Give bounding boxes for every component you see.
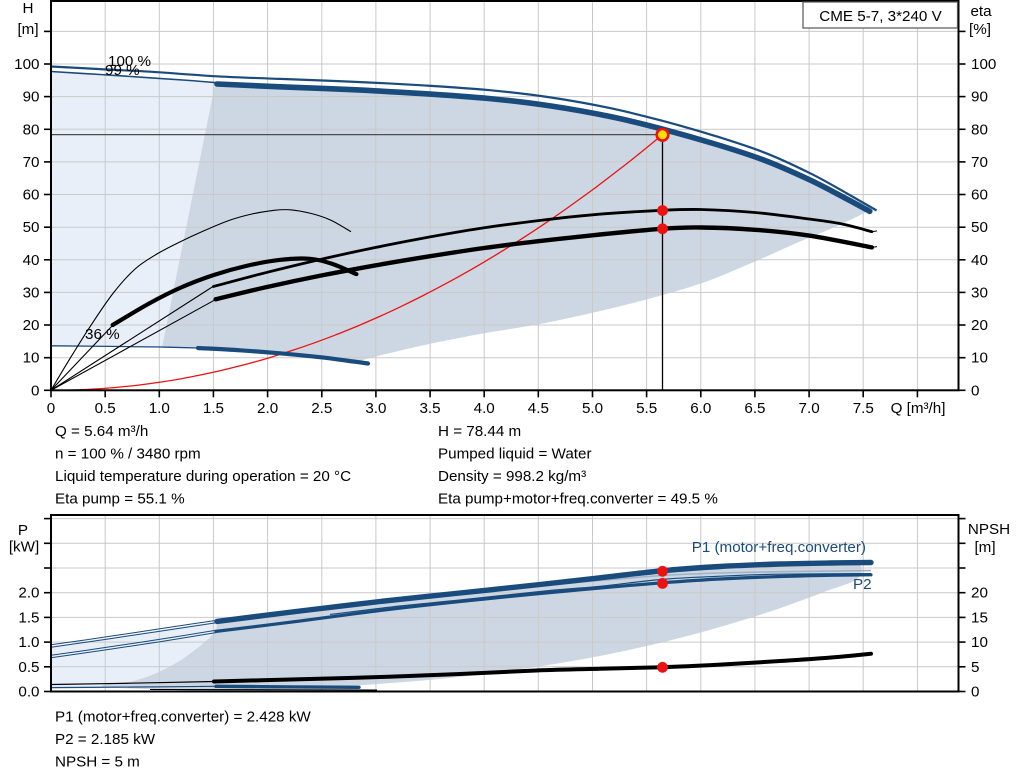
- svg-text:60: 60: [23, 187, 40, 204]
- svg-text:30: 30: [23, 284, 40, 301]
- svg-text:1.0: 1.0: [149, 400, 170, 417]
- svg-text:[m]: [m]: [17, 21, 38, 38]
- svg-text:4.5: 4.5: [528, 400, 549, 417]
- svg-text:100: 100: [14, 56, 39, 73]
- svg-text:eta: eta: [970, 3, 992, 20]
- svg-text:5: 5: [971, 659, 979, 676]
- svg-text:10: 10: [23, 350, 40, 367]
- svg-text:5.5: 5.5: [636, 400, 657, 417]
- svg-text:6.0: 6.0: [690, 400, 711, 417]
- svg-text:0.5: 0.5: [95, 400, 116, 417]
- svg-text:20: 20: [971, 317, 988, 334]
- svg-text:1.5: 1.5: [203, 400, 224, 417]
- svg-text:[kW]: [kW]: [9, 539, 39, 556]
- svg-text:H = 78.44 m: H = 78.44 m: [438, 423, 521, 440]
- svg-text:2.0: 2.0: [257, 400, 278, 417]
- svg-text:30: 30: [971, 284, 988, 301]
- svg-text:Pumped liquid = Water: Pumped liquid = Water: [438, 446, 592, 463]
- svg-text:P: P: [18, 522, 28, 539]
- svg-text:7.0: 7.0: [799, 400, 820, 417]
- svg-text:P2 = 2.185 kW: P2 = 2.185 kW: [55, 731, 156, 748]
- svg-text:10: 10: [971, 634, 988, 651]
- svg-text:10: 10: [971, 350, 988, 367]
- svg-text:70: 70: [23, 154, 40, 171]
- svg-text:NPSH: NPSH: [968, 521, 1010, 538]
- svg-text:1.5: 1.5: [18, 609, 39, 626]
- svg-text:0: 0: [971, 382, 979, 399]
- svg-text:100: 100: [971, 56, 996, 73]
- svg-text:2.5: 2.5: [311, 400, 332, 417]
- svg-text:CME 5-7, 3*240 V: CME 5-7, 3*240 V: [819, 8, 942, 25]
- svg-text:50: 50: [23, 219, 40, 236]
- svg-text:Q [m³/h]: Q [m³/h]: [891, 400, 946, 417]
- svg-text:2.0: 2.0: [18, 585, 39, 602]
- svg-text:0: 0: [47, 400, 55, 417]
- svg-text:5.0: 5.0: [582, 400, 603, 417]
- svg-text:80: 80: [23, 121, 40, 138]
- svg-text:Eta pump = 55.1 %: Eta pump = 55.1 %: [55, 491, 185, 508]
- svg-text:15: 15: [971, 609, 988, 626]
- svg-text:100 %: 100 %: [108, 53, 151, 70]
- svg-text:Eta pump+motor+freq.converter: Eta pump+motor+freq.converter = 49.5 %: [438, 491, 718, 508]
- svg-text:NPSH = 5 m: NPSH = 5 m: [55, 754, 140, 771]
- svg-text:Liquid temperature during oper: Liquid temperature during operation = 20…: [55, 468, 351, 485]
- svg-text:3.0: 3.0: [365, 400, 386, 417]
- svg-text:20: 20: [23, 317, 40, 334]
- svg-text:0.5: 0.5: [18, 659, 39, 676]
- svg-text:H: H: [23, 0, 34, 17]
- svg-text:20: 20: [971, 585, 988, 602]
- svg-text:P1 (motor+freq.converter) = 2.: P1 (motor+freq.converter) = 2.428 kW: [55, 709, 311, 726]
- svg-text:99 %: 99 %: [105, 62, 140, 79]
- svg-text:1.0: 1.0: [18, 634, 39, 651]
- svg-text:60: 60: [971, 187, 988, 204]
- svg-text:80: 80: [971, 121, 988, 138]
- svg-text:[%]: [%]: [969, 21, 991, 38]
- svg-text:6.5: 6.5: [744, 400, 765, 417]
- svg-text:Density = 998.2 kg/m³: Density = 998.2 kg/m³: [438, 468, 586, 485]
- svg-text:36 %: 36 %: [85, 326, 120, 343]
- svg-text:Q = 5.64 m³/h: Q = 5.64 m³/h: [55, 423, 148, 440]
- svg-text:P2: P2: [853, 576, 872, 593]
- svg-text:7.5: 7.5: [853, 400, 874, 417]
- svg-text:50: 50: [971, 219, 988, 236]
- svg-text:4.0: 4.0: [474, 400, 495, 417]
- svg-text:40: 40: [23, 252, 40, 269]
- svg-text:0.0: 0.0: [18, 684, 39, 701]
- svg-text:40: 40: [971, 252, 988, 269]
- svg-text:90: 90: [971, 89, 988, 106]
- svg-text:70: 70: [971, 154, 988, 171]
- svg-text:[m]: [m]: [974, 539, 995, 556]
- svg-text:P1 (motor+freq.converter): P1 (motor+freq.converter): [692, 539, 866, 556]
- svg-text:3.5: 3.5: [419, 400, 440, 417]
- svg-text:0: 0: [971, 684, 979, 701]
- svg-text:n = 100 % / 3480 rpm: n = 100 % / 3480 rpm: [55, 446, 201, 463]
- svg-text:90: 90: [23, 89, 40, 106]
- svg-text:0: 0: [31, 382, 39, 399]
